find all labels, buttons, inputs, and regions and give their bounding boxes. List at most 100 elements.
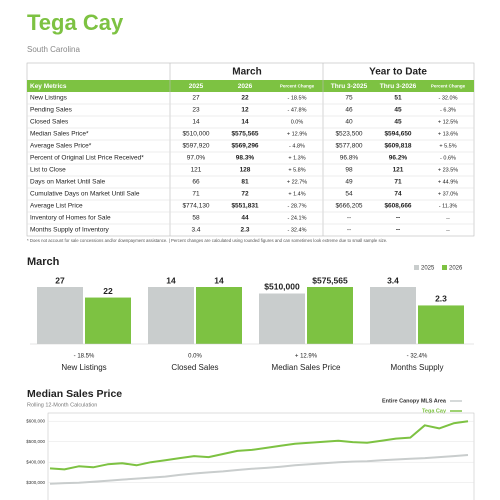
table-cell: $523,500 [335, 131, 362, 138]
table-cell: 75 [345, 95, 353, 102]
table-cell: + 22.7% [287, 179, 307, 185]
column-header: Percent Change [280, 84, 315, 89]
table-cell: 23 [192, 107, 200, 114]
table-cell: 45 [394, 107, 402, 114]
table-cell: 40 [345, 119, 353, 126]
category-label: Months Supply [391, 363, 444, 372]
legend-label: Entire Canopy MLS Area [382, 398, 447, 404]
legend-label: Tega Cay [422, 408, 447, 414]
bar [37, 287, 83, 344]
table-cell: $510,000 [182, 131, 209, 138]
header-row [27, 80, 474, 92]
column-header: Thru 3-2025 [331, 83, 368, 90]
table-cell: 96.8% [340, 155, 359, 162]
column-header: 2025 [189, 83, 204, 90]
table-cell: -- [396, 215, 400, 222]
table-cell: 98 [345, 167, 353, 174]
percent-change: - 32.4% [407, 354, 428, 360]
table-cell: Closed Sales [30, 119, 69, 126]
table-cell: 121 [393, 167, 404, 174]
series-line [49, 454, 469, 485]
table-cell: - 28.7% [288, 203, 307, 209]
bar [148, 287, 194, 344]
category-label: Closed Sales [171, 363, 218, 372]
bar-value-label: 22 [103, 286, 113, 296]
table-cell: $774,130 [182, 203, 209, 210]
table-cell: Median Sales Price* [30, 131, 89, 138]
footnote: * Does not account for sale concessions … [27, 238, 387, 243]
table-cell: 74 [394, 191, 402, 198]
table-cell: 121 [191, 167, 202, 174]
table-cell: - 11.3% [439, 203, 458, 209]
table-cell: $597,920 [182, 143, 209, 150]
legend-swatch [442, 265, 447, 270]
table-cell: + 1.3% [288, 155, 305, 161]
table-cell: 72 [241, 191, 249, 198]
table-cell: List to Close [30, 167, 66, 174]
bar [418, 305, 464, 344]
table-cell: + 5.8% [288, 167, 305, 173]
legend-swatch [414, 265, 419, 270]
table-cell: Inventory of Homes for Sale [30, 215, 111, 222]
table-cell: + 23.5% [438, 167, 458, 173]
bar [307, 287, 353, 344]
table-cell: $666,205 [335, 203, 362, 210]
bar-value-label: $575,565 [312, 275, 348, 285]
table-cell: -- [446, 215, 450, 221]
table-cell: $608,666 [384, 203, 411, 210]
table-cell: -- [347, 227, 351, 234]
table-cell: 66 [192, 179, 200, 186]
bar [370, 287, 416, 344]
table-cell: 54 [345, 191, 353, 198]
legend-label: 2026 [449, 266, 463, 272]
page-subtitle: South Carolina [27, 45, 80, 54]
table-cell: + 44.9% [438, 179, 458, 185]
table-cell: + 1.4% [288, 191, 305, 197]
table-cell: - 32.0% [439, 95, 458, 101]
table-cell: 12 [241, 107, 249, 114]
table-cell: 51 [394, 95, 402, 102]
table-cell: - 4.8% [289, 143, 305, 149]
table-cell: Days on Market Until Sale [30, 179, 106, 186]
table-cell: 44 [241, 215, 249, 222]
bar-value-label: 14 [166, 275, 176, 285]
table-cell: - 24.1% [288, 215, 307, 221]
column-header: Key Metrics [30, 83, 67, 90]
table-cell: $577,800 [335, 143, 362, 150]
chart-title: Median Sales Price [27, 388, 122, 400]
table-cell: Percent of Original List Price Received* [30, 155, 144, 162]
table-cell: 97.0% [187, 155, 206, 162]
page-title: Tega Cay [27, 10, 124, 35]
y-tick-label: $500,000 [26, 439, 45, 444]
table-cell: 128 [240, 167, 251, 174]
bar-value-label: 2.3 [435, 294, 447, 304]
percent-change: 0.0% [188, 354, 202, 360]
y-tick-label: $400,000 [26, 459, 45, 464]
table-cell: Months Supply of Inventory [30, 227, 110, 234]
bar [85, 297, 131, 344]
legend-label: 2025 [421, 266, 435, 272]
series-line [49, 420, 469, 471]
bar-value-label: 3.4 [387, 275, 399, 285]
bar [196, 287, 242, 344]
category-label: Median Sales Price [272, 363, 341, 372]
column-header: 2026 [238, 83, 253, 90]
bar [259, 293, 305, 344]
table-cell: 71 [394, 179, 402, 186]
y-tick-label: $600,000 [26, 418, 45, 423]
group-header: Year to Date [369, 67, 427, 78]
table-cell: 96.2% [389, 155, 408, 162]
table-cell: - 0.6% [440, 155, 456, 161]
table-cell: 58 [192, 215, 200, 222]
category-label: New Listings [61, 363, 106, 372]
column-header: Percent Change [431, 84, 466, 89]
table-cell: 0.0% [291, 119, 304, 125]
chart-title: March [27, 256, 60, 268]
table-cell: $575,565 [231, 131, 258, 138]
table-cell: 49 [345, 179, 353, 186]
table-cell: $609,818 [384, 143, 411, 150]
table-cell: -- [347, 215, 351, 222]
table-cell: Pending Sales [30, 107, 73, 114]
table-cell: 14 [192, 119, 200, 126]
table-cell: Average Sales Price* [30, 143, 92, 150]
